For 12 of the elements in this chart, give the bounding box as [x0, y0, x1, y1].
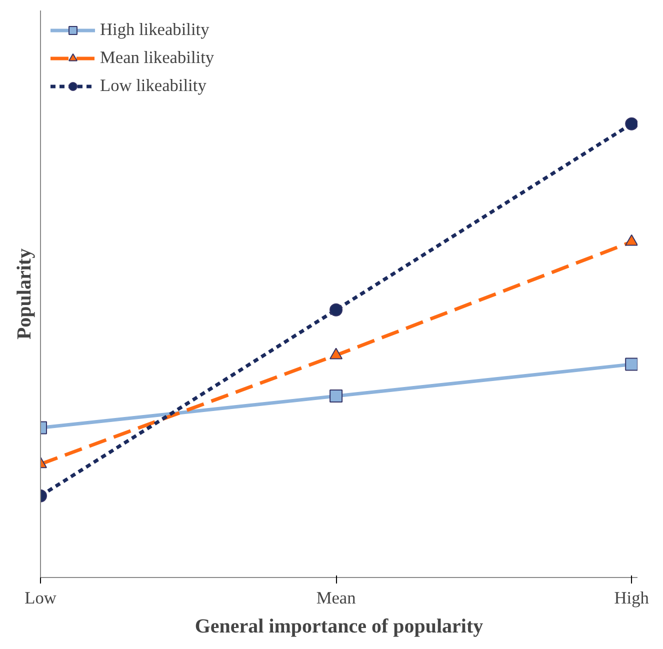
legend-label: Low likeability: [100, 76, 206, 96]
y-axis-title: Popularity: [14, 248, 36, 340]
x-tick-label: High: [614, 588, 650, 608]
point: [625, 117, 638, 130]
point: [330, 390, 343, 403]
point: [625, 358, 638, 371]
legend-label: Mean likeability: [100, 48, 214, 68]
legend-label: High likeability: [100, 20, 210, 40]
point: [330, 303, 343, 316]
x-tick-label: Low: [24, 588, 57, 608]
x-tick-label: Mean: [316, 588, 356, 608]
x-axis-title: General importance of popularity: [194, 616, 484, 638]
